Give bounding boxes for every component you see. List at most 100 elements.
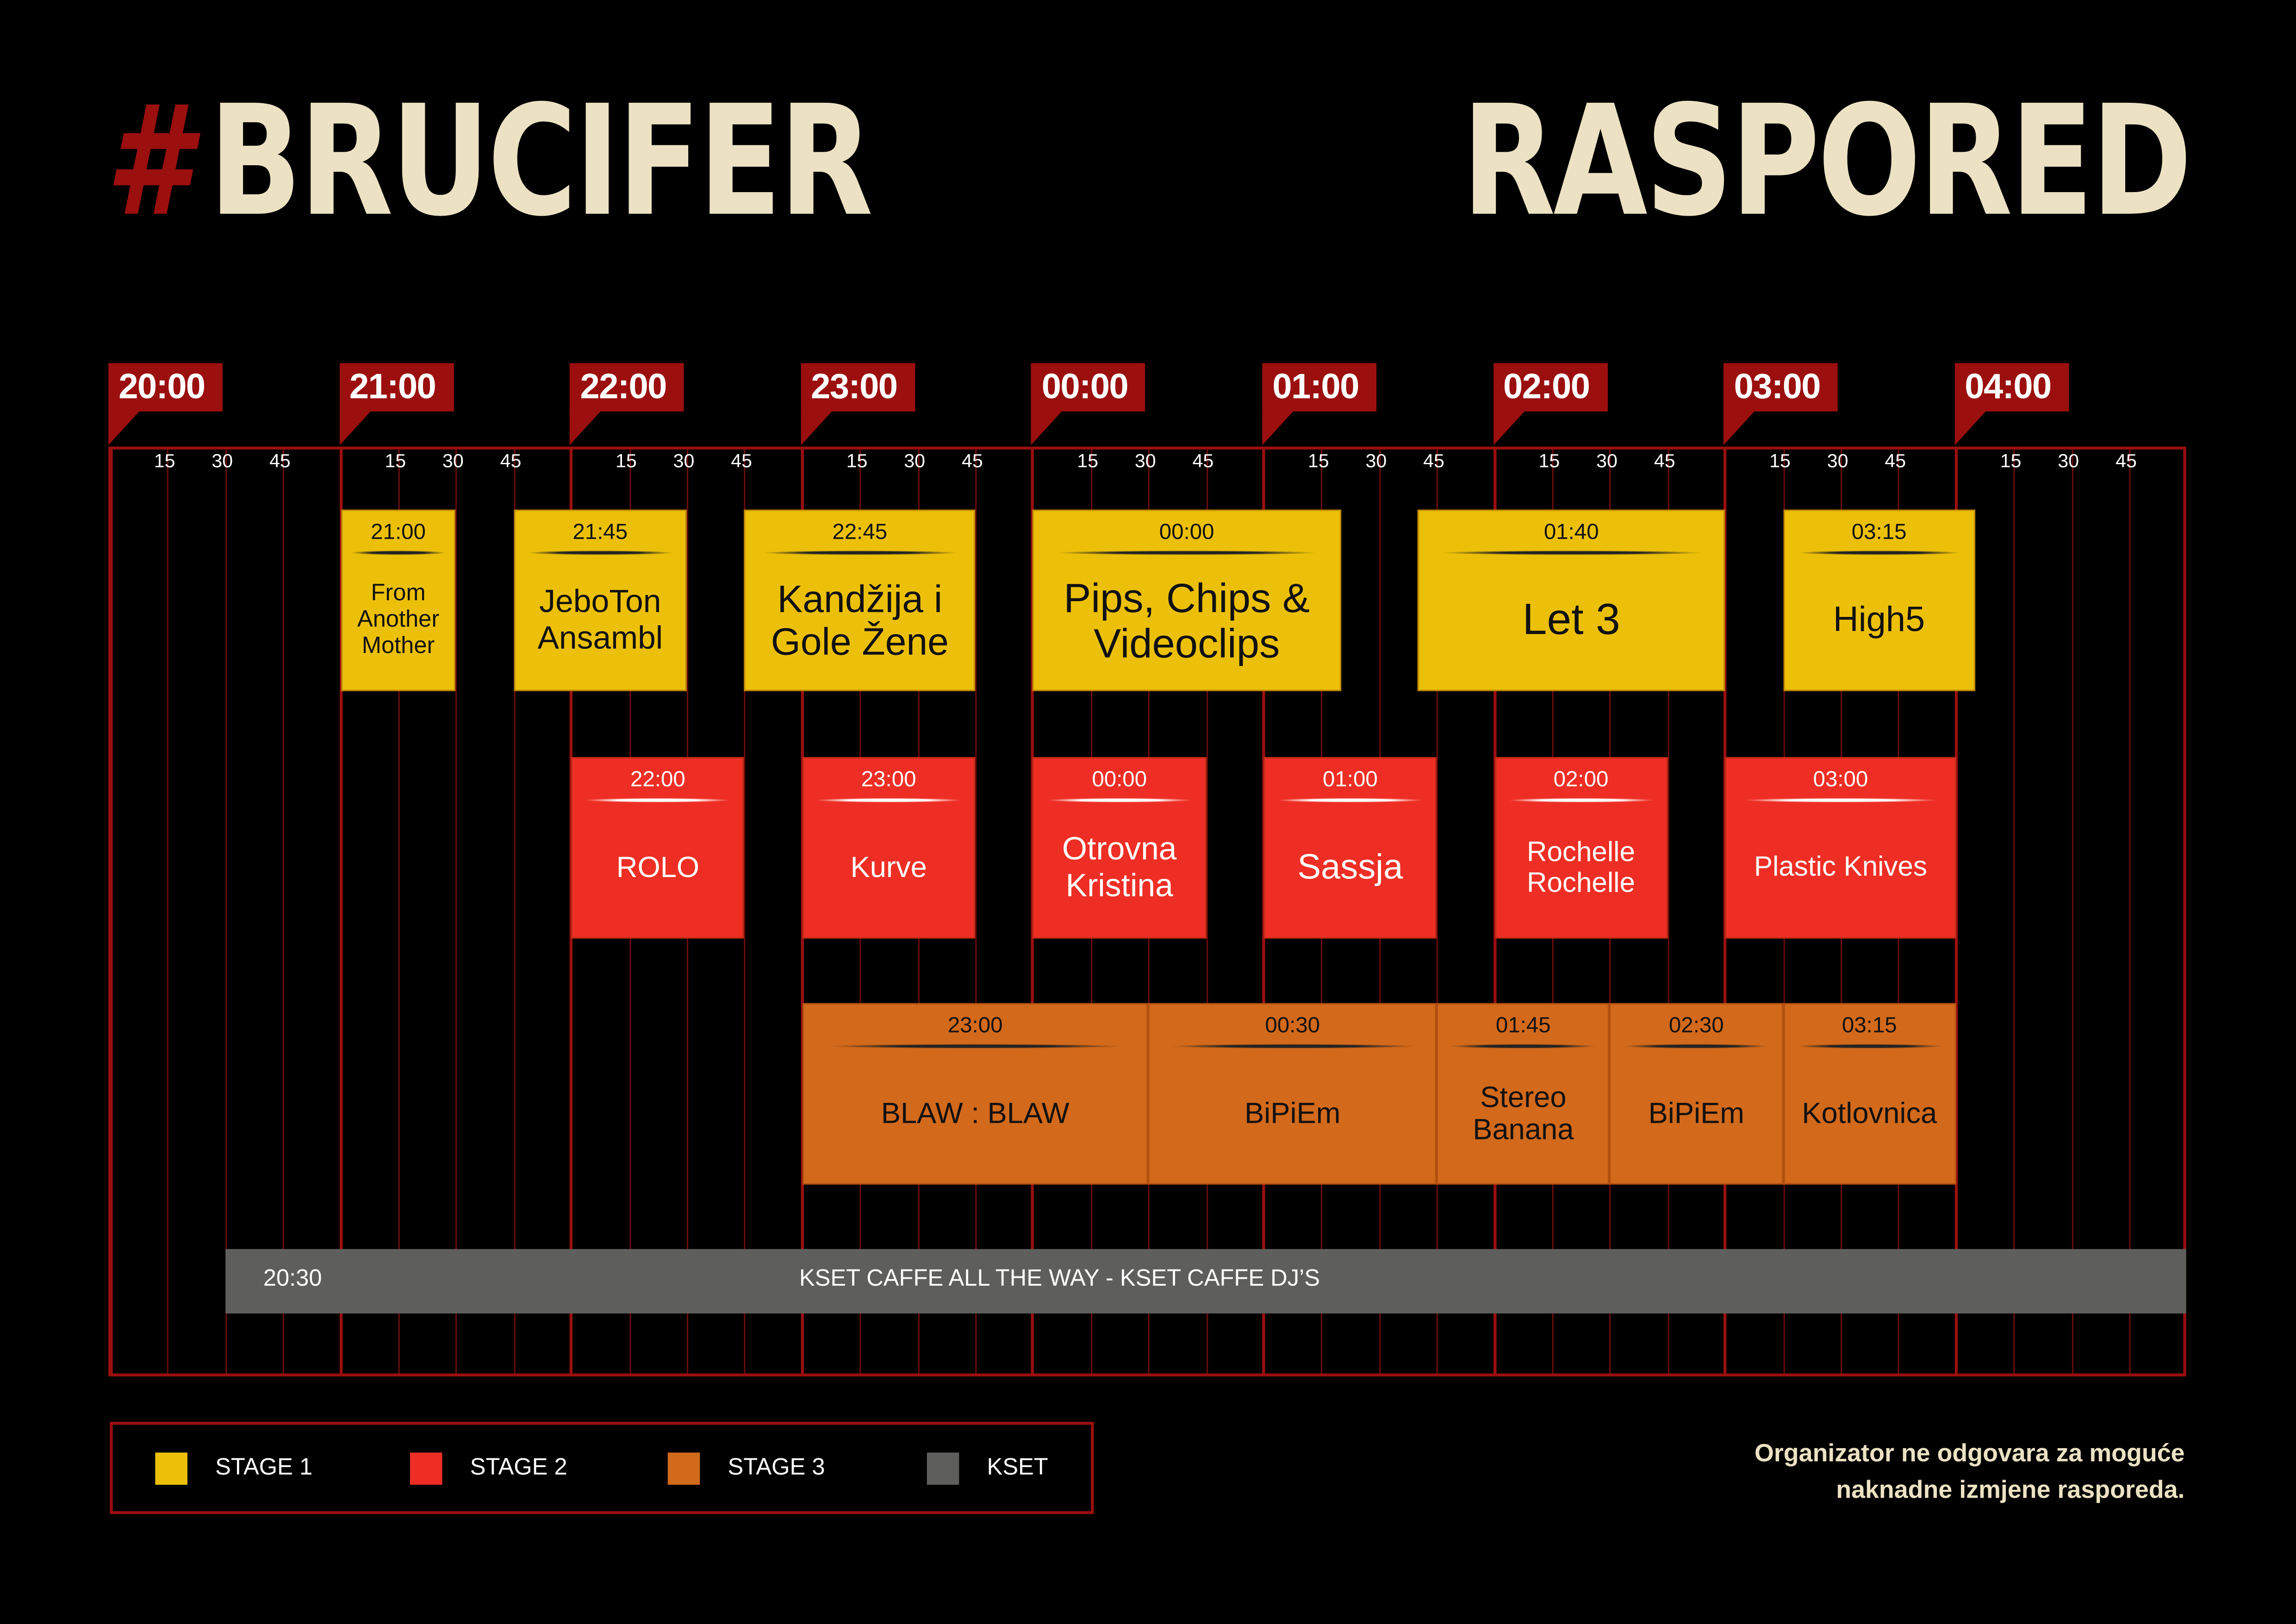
hour-flag: 20:00 bbox=[108, 363, 223, 412]
hour-flag-tail bbox=[1954, 410, 1987, 445]
quarter-tick-label: 15 bbox=[846, 449, 868, 472]
quarter-line bbox=[225, 446, 227, 1377]
quarter-line bbox=[513, 446, 516, 1377]
event-name: Kurve bbox=[850, 852, 927, 884]
stage1-event-block: 21:00 From Another Mother bbox=[340, 510, 456, 691]
quarter-tick-label: 30 bbox=[1827, 449, 1848, 472]
quarter-tick-label: 45 bbox=[2116, 449, 2137, 472]
stage1-event-block: 03:15 High5 bbox=[1783, 510, 1975, 691]
hour-flag: 00:00 bbox=[1031, 363, 1146, 412]
hour-flag: 21:00 bbox=[339, 363, 454, 412]
quarter-line bbox=[975, 446, 977, 1377]
quarter-tick-label: 45 bbox=[500, 449, 522, 472]
quarter-tick-label: 30 bbox=[2058, 449, 2079, 472]
event-name: Sassja bbox=[1297, 847, 1403, 887]
event-time: 21:00 bbox=[371, 520, 426, 545]
hour-flag: 01:00 bbox=[1262, 363, 1377, 412]
quarter-tick-label: 30 bbox=[673, 449, 695, 472]
quarter-tick-label: 45 bbox=[1654, 449, 1675, 472]
event-name: JeboTon Ansambl bbox=[537, 583, 663, 656]
separator bbox=[817, 798, 960, 803]
hour-flag-tail bbox=[1493, 410, 1525, 445]
quarter-tick-label: 15 bbox=[1307, 449, 1329, 472]
hour-line bbox=[1954, 446, 1958, 1377]
hour-line bbox=[339, 446, 342, 1377]
quarter-line bbox=[167, 446, 169, 1377]
quarter-tick-label: 15 bbox=[1769, 449, 1791, 472]
page-title: RASPORED bbox=[1462, 72, 2193, 251]
stage2-event-block: 01:00 Sassja bbox=[1263, 757, 1437, 939]
separator bbox=[1172, 1044, 1412, 1049]
kset-name: KSET CAFFE ALL THE WAY - KSET CAFFE DJ’S bbox=[799, 1266, 1320, 1292]
swatch-stage2 bbox=[410, 1452, 442, 1485]
hour-flag: 23:00 bbox=[801, 363, 915, 412]
event-time: 21:45 bbox=[572, 520, 628, 545]
event-name: BiPiEm bbox=[1648, 1098, 1745, 1130]
hour-line bbox=[1031, 446, 1034, 1377]
event-time: 22:00 bbox=[630, 767, 685, 792]
separator bbox=[1443, 550, 1699, 555]
quarter-tick-label: 30 bbox=[1365, 449, 1387, 472]
event-time: 02:30 bbox=[1668, 1013, 1724, 1039]
hour-flag-tail bbox=[1724, 410, 1756, 445]
kset-bar: 20:30 KSET CAFFE ALL THE WAY - KSET CAFF… bbox=[225, 1249, 2186, 1314]
swatch-kset bbox=[927, 1452, 959, 1485]
event-name: Kandžija i Gole Žene bbox=[771, 577, 949, 664]
event-time: 01:40 bbox=[1543, 520, 1599, 545]
separator bbox=[1624, 1044, 1768, 1049]
event-time: 00:00 bbox=[1092, 767, 1147, 792]
event-name: High5 bbox=[1833, 599, 1925, 640]
quarter-line bbox=[456, 446, 458, 1377]
event-name: Kotlovnica bbox=[1802, 1098, 1937, 1130]
quarter-line bbox=[2013, 446, 2016, 1377]
quarter-tick-label: 15 bbox=[154, 449, 175, 472]
event-name: Otrovna Kristina bbox=[1062, 831, 1177, 904]
separator bbox=[1745, 798, 1936, 803]
quarter-line bbox=[398, 446, 400, 1377]
stage3-event-block: 03:15 Kotlovnica bbox=[1783, 1003, 1956, 1185]
stage2-event-block: 22:00 ROLO bbox=[571, 757, 745, 939]
brand-name: BRUCIFER bbox=[209, 72, 873, 251]
hour-flag-tail bbox=[1262, 410, 1294, 445]
event-time: 01:00 bbox=[1322, 767, 1378, 792]
hour-flag-tail bbox=[801, 410, 833, 445]
quarter-tick-label: 45 bbox=[1423, 449, 1444, 472]
event-name: Pips, Chips & Videoclips bbox=[1064, 575, 1310, 666]
separator bbox=[1509, 798, 1653, 803]
swatch-stage3 bbox=[667, 1452, 700, 1485]
stage1-event-block: 21:45 JeboTon Ansambl bbox=[513, 510, 687, 691]
quarter-tick-label: 45 bbox=[961, 449, 983, 472]
quarter-line bbox=[1668, 446, 1669, 1377]
hour-flag: 03:00 bbox=[1724, 363, 1838, 412]
stage3-event-block: 00:30 BiPiEm bbox=[1148, 1003, 1437, 1185]
quarter-tick-label: 30 bbox=[904, 449, 926, 472]
separator bbox=[1799, 550, 1959, 555]
legend-label: STAGE 2 bbox=[470, 1455, 567, 1481]
event-time: 00:00 bbox=[1159, 520, 1214, 545]
separator bbox=[586, 798, 729, 803]
event-name: BLAW : BLAW bbox=[881, 1098, 1070, 1130]
quarter-tick-label: 45 bbox=[269, 449, 291, 472]
brand-title: # BRUCIFER bbox=[106, 85, 873, 237]
event-time: 03:15 bbox=[1842, 1013, 1897, 1039]
separator bbox=[831, 1044, 1120, 1049]
separator bbox=[529, 550, 672, 555]
separator bbox=[1058, 550, 1315, 555]
quarter-tick-label: 30 bbox=[212, 449, 233, 472]
stage3-event-block: 01:45 Stereo Banana bbox=[1437, 1003, 1610, 1185]
stage2-event-block: 00:00 Otrovna Kristina bbox=[1033, 757, 1206, 939]
stage2-event-block: 02:00 Rochelle Rochelle bbox=[1494, 757, 1668, 939]
separator bbox=[351, 550, 446, 555]
hour-flag-tail bbox=[1031, 410, 1064, 445]
event-name: Stereo Banana bbox=[1473, 1081, 1574, 1147]
quarter-tick-label: 30 bbox=[1596, 449, 1618, 472]
stage1-event-block: 01:40 Let 3 bbox=[1417, 510, 1725, 691]
quarter-tick-label: 15 bbox=[1077, 449, 1099, 472]
event-time: 02:00 bbox=[1553, 767, 1609, 792]
note-line-1: Organizator ne odgovara za moguće bbox=[1755, 1439, 2185, 1468]
event-name: From Another Mother bbox=[357, 581, 440, 659]
event-name: BiPiEm bbox=[1244, 1098, 1341, 1130]
hour-flag: 04:00 bbox=[1954, 363, 2069, 412]
quarter-line bbox=[744, 446, 746, 1377]
quarter-tick-label: 15 bbox=[1538, 449, 1560, 472]
